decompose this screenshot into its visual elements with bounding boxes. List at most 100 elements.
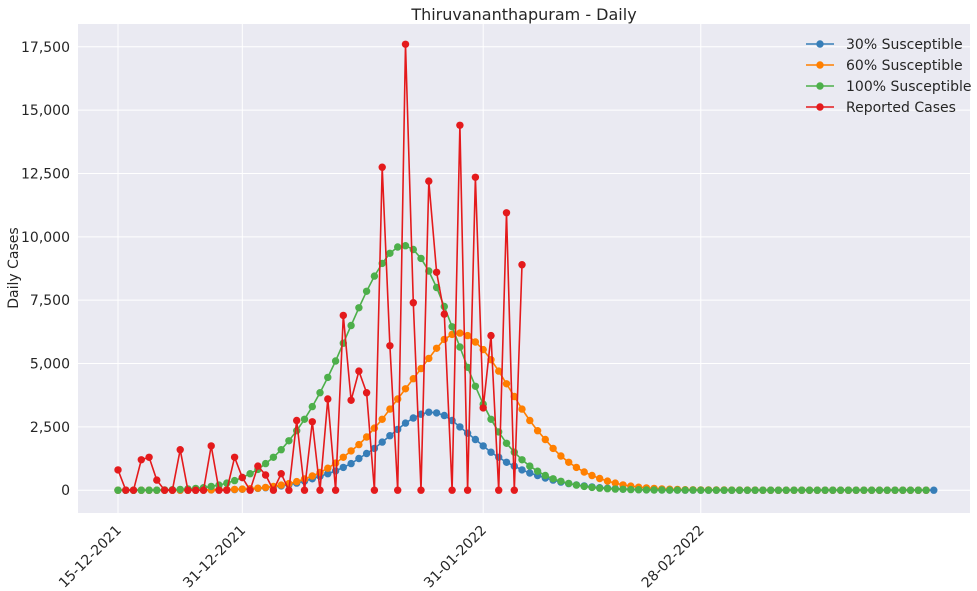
data-point: [852, 486, 860, 494]
y-tick-label: 10,000: [21, 230, 70, 246]
data-point: [930, 486, 938, 494]
data-point: [215, 486, 223, 494]
data-point: [347, 459, 355, 468]
data-point: [145, 453, 153, 461]
data-point: [471, 382, 480, 390]
data-point: [355, 304, 363, 312]
y-tick-label: 17,500: [21, 40, 70, 56]
legend-marker: [816, 61, 824, 69]
data-point: [386, 405, 394, 413]
data-point: [697, 486, 705, 494]
data-point: [355, 440, 363, 449]
data-point: [293, 416, 301, 425]
data-point: [541, 471, 549, 480]
y-tick-label: 15,000: [21, 103, 70, 119]
data-point: [891, 486, 899, 494]
series-reported-cases: [114, 40, 526, 494]
data-point: [230, 476, 239, 485]
data-point: [192, 486, 200, 494]
data-point: [355, 367, 363, 375]
data-point: [487, 415, 495, 423]
data-point: [487, 331, 495, 340]
data-point: [829, 486, 837, 494]
data-point: [611, 479, 619, 487]
data-point: [261, 471, 270, 479]
data-point: [347, 396, 355, 404]
data-point: [394, 486, 402, 494]
data-point: [417, 254, 425, 263]
data-point: [362, 433, 371, 441]
data-point: [386, 432, 394, 440]
data-point: [269, 486, 278, 494]
data-point: [798, 486, 806, 494]
data-point: [549, 444, 557, 453]
data-point: [821, 486, 829, 494]
data-point: [502, 380, 511, 388]
data-point: [440, 335, 448, 344]
data-point: [362, 287, 371, 295]
data-point: [145, 486, 153, 494]
data-point: [844, 486, 853, 494]
data-point: [293, 427, 301, 435]
data-point: [634, 486, 643, 494]
legend-label: 30% Susceptible: [846, 37, 963, 53]
data-point: [899, 486, 907, 494]
data-point: [479, 404, 487, 412]
data-point: [611, 485, 619, 493]
chart-title: Thiruvananthapuram - Daily: [410, 5, 636, 24]
x-tick-label: 28-02-2022: [639, 523, 708, 591]
legend: 30% Susceptible 60% Susceptible 100% Susce…: [806, 37, 972, 116]
data-point: [409, 299, 417, 307]
data-point: [666, 486, 674, 494]
x-tick-label: 31-12-2021: [180, 523, 249, 591]
data-point: [223, 486, 231, 494]
x-tick-label: 15-12-2021: [56, 523, 125, 591]
data-point: [759, 486, 767, 494]
data-point: [230, 453, 239, 461]
data-point: [782, 486, 790, 494]
data-point: [565, 458, 573, 466]
legend-item: 30% Susceptible: [806, 37, 963, 53]
data-point: [456, 423, 464, 431]
data-point: [122, 486, 130, 494]
data-point: [557, 477, 565, 485]
data-point: [409, 245, 417, 254]
data-point: [316, 486, 324, 494]
legend-label: 100% Susceptible: [846, 79, 972, 95]
grid: [78, 24, 970, 513]
legend-marker: [816, 103, 824, 111]
data-point: [153, 476, 161, 484]
data-point: [510, 486, 518, 494]
data-point: [425, 177, 433, 185]
y-tick-label: 2,500: [30, 420, 70, 436]
data-point: [502, 209, 511, 217]
data-point: [168, 486, 177, 494]
data-point: [541, 435, 549, 444]
data-point: [331, 357, 340, 365]
data-point: [603, 477, 612, 485]
data-point: [114, 466, 122, 474]
data-point: [883, 486, 891, 494]
data-point: [269, 453, 278, 461]
data-point: [728, 486, 736, 494]
data-point: [339, 453, 347, 461]
plot-background: [78, 24, 970, 513]
data-point: [331, 486, 340, 494]
data-point: [324, 470, 332, 478]
data-point: [394, 243, 402, 251]
data-point: [300, 415, 309, 423]
data-point: [378, 415, 386, 423]
data-point: [378, 438, 386, 446]
data-point: [370, 486, 379, 494]
legend-item: 100% Susceptible: [806, 79, 972, 95]
x-tick-label: 31-01-2022: [421, 523, 490, 591]
data-point: [743, 486, 752, 494]
data-point: [596, 474, 604, 483]
data-point: [378, 163, 386, 171]
data-point: [836, 486, 845, 494]
data-point: [518, 261, 526, 269]
data-point: [565, 479, 573, 488]
data-point: [448, 323, 456, 331]
data-point: [308, 472, 316, 480]
